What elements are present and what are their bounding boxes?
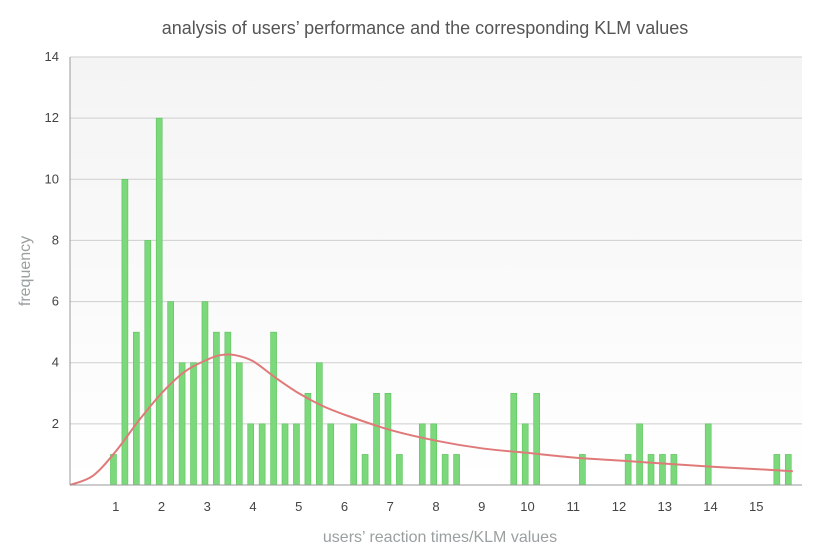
- bar: [258, 423, 266, 486]
- x-tick-label: 14: [703, 499, 717, 514]
- x-tick-label: 7: [387, 499, 394, 514]
- bar: [316, 362, 323, 486]
- x-tick-label: 5: [295, 499, 302, 514]
- x-tick-label: 8: [432, 499, 439, 514]
- bar: [533, 392, 540, 486]
- bar: [304, 392, 312, 486]
- bar: [247, 423, 255, 486]
- bar: [624, 454, 632, 486]
- x-tick-label: 13: [658, 499, 672, 514]
- x-tick-label: 15: [749, 499, 763, 514]
- x-tick-label: 2: [158, 499, 165, 514]
- bar: [636, 423, 643, 486]
- bar: [659, 454, 666, 486]
- bar: [350, 423, 357, 486]
- y-tick-label: 12: [45, 110, 59, 125]
- y-tick-label: 14: [45, 49, 59, 64]
- bar: [430, 423, 438, 486]
- x-tick-labels: 1 2 3 4 5 6 7 8 9 10 11 12 13 14 15: [112, 499, 763, 514]
- bar: [361, 454, 369, 486]
- bar: [293, 423, 300, 486]
- bar: [453, 454, 460, 486]
- y-tick-labels: 2 4 6 8 10 12 14: [45, 49, 59, 431]
- x-tick-label: 11: [567, 499, 581, 514]
- x-tick-label: 1: [112, 499, 119, 514]
- bar: [110, 454, 117, 486]
- y-tick-label: 10: [45, 171, 59, 186]
- bar: [235, 362, 243, 486]
- bar: [155, 117, 163, 486]
- bar: [704, 423, 712, 486]
- bar: [647, 454, 655, 486]
- bar: [670, 454, 678, 486]
- bar: [784, 454, 792, 486]
- x-axis-label: users’ reaction times/KLM values: [323, 529, 557, 546]
- bars: [110, 117, 792, 486]
- bar: [270, 331, 277, 486]
- y-axis-label: frequency: [17, 236, 34, 306]
- y-tick-label: 8: [52, 232, 59, 247]
- chart-title: analysis of users’ performance and the c…: [162, 18, 689, 38]
- x-tick-label: 3: [204, 499, 211, 514]
- bar: [190, 362, 197, 486]
- bar: [396, 454, 403, 486]
- x-tick-label: 4: [249, 499, 256, 514]
- bar: [521, 423, 529, 486]
- bar: [510, 392, 518, 486]
- y-tick-label: 4: [52, 355, 59, 370]
- bar: [441, 454, 449, 486]
- bar: [327, 423, 335, 486]
- x-tick-label: 10: [520, 499, 534, 514]
- bar: [373, 392, 380, 486]
- y-tick-label: 6: [52, 294, 59, 309]
- bar: [144, 240, 152, 486]
- x-tick-label: 6: [341, 499, 348, 514]
- x-tick-label: 12: [612, 499, 626, 514]
- bar: [178, 362, 186, 486]
- density-curve: [69, 353, 793, 486]
- bar: [167, 301, 174, 486]
- bar: [384, 392, 392, 486]
- y-tick-label: 2: [52, 416, 59, 431]
- bar: [418, 423, 426, 486]
- bar: [201, 301, 209, 486]
- bar: [281, 423, 289, 486]
- x-tick-label: 9: [478, 499, 485, 514]
- bar: [133, 331, 140, 486]
